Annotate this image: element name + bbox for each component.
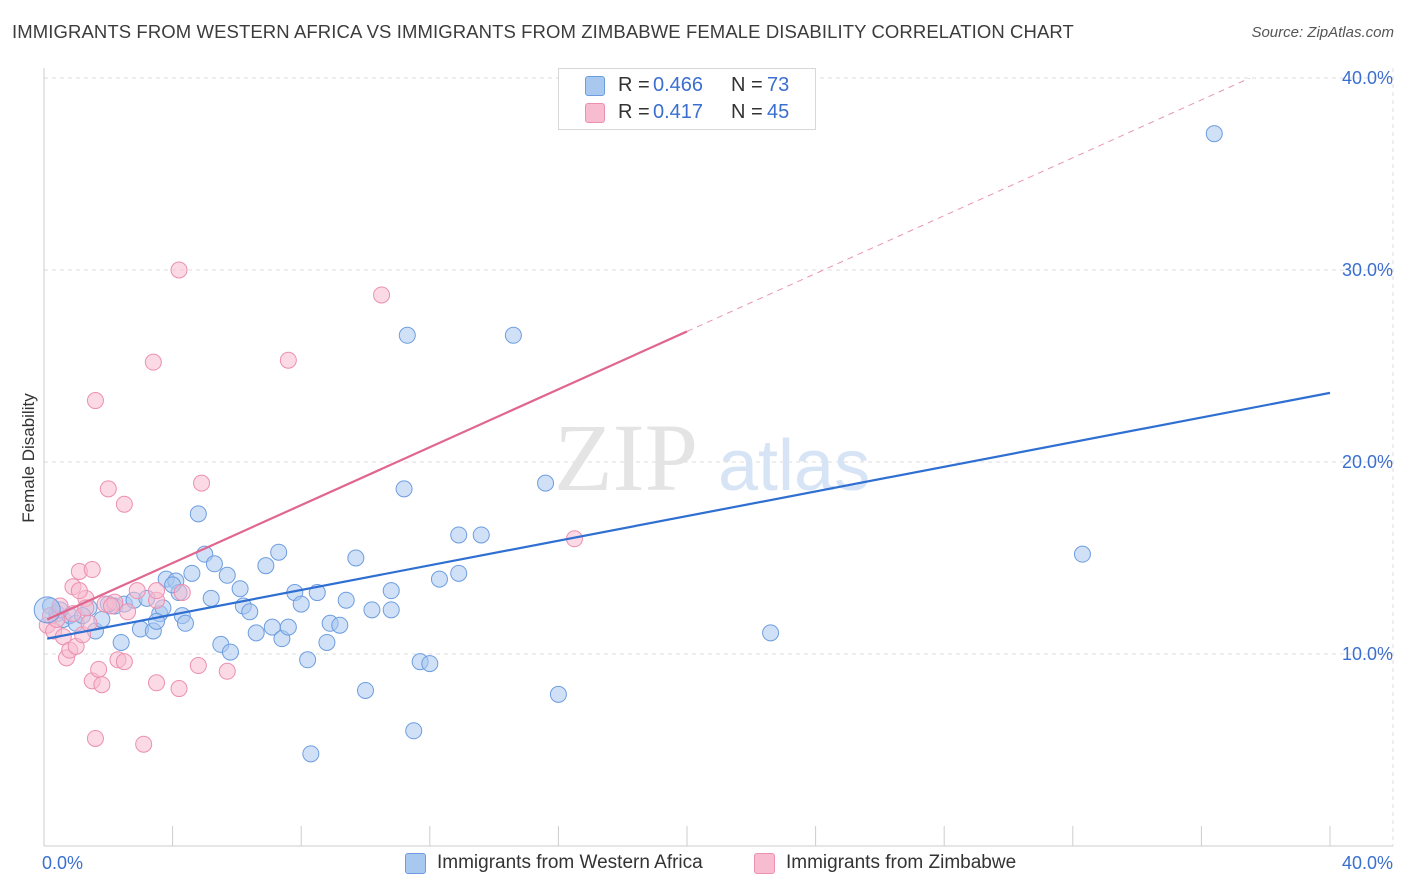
western-africa-point [112,633,130,651]
western-africa-point [421,655,439,673]
western-africa-point [537,474,555,492]
watermark-zip: ZIP [554,404,698,511]
trend-lines [46,77,1331,640]
chart-title: IMMIGRANTS FROM WESTERN AFRICA VS IMMIGR… [12,21,1074,42]
western-africa-point [430,570,448,588]
zimbabwe-point [144,353,162,371]
zimbabwe-point [83,561,101,579]
zimbabwe-point [115,495,133,513]
tick-labels: 10.0% 20.0% 30.0% 40.0% 0.0% 40.0% [42,68,1393,873]
zimbabwe-point [170,680,188,698]
watermark: ZIP atlas [554,404,870,511]
stats-legend: R = 0.466 N = 73 R = 0.417 N = 45 [558,68,816,130]
western-africa-point [347,549,365,567]
western-africa-point [331,616,349,634]
western-africa-point [549,685,567,703]
zimbabwe-point [135,735,153,753]
western-africa-point [292,595,310,613]
zimbabwe-point [99,480,117,498]
x-tick-label: 40.0% [1342,853,1393,873]
y-axis-label: Female Disability [19,393,38,523]
y-tick-label: 40.0% [1342,68,1393,88]
r-label: R = [618,101,650,123]
blue-swatch [585,76,605,96]
western-africa-point [1073,545,1091,563]
western-africa-point [183,564,201,582]
western-africa-trendline [47,391,1331,640]
western-africa-point [241,603,259,621]
western-africa-point [357,681,374,699]
western-africa-point [176,614,194,632]
zimbabwe-point [119,603,137,621]
n-value: 45 [767,101,790,123]
zimbabwe-trendline [46,330,688,621]
western-africa-point [363,601,381,619]
western-africa-point [1205,125,1223,143]
western-africa-point [270,543,288,561]
western-africa-point [450,526,468,544]
y-tick-label: 20.0% [1342,452,1393,472]
western-africa-point [395,480,413,498]
western-africa-point [257,557,275,575]
zimbabwe-point [115,653,133,671]
western-africa-point [405,722,423,740]
zimbabwe-point [86,729,104,747]
western-africa-point [472,526,490,544]
western-africa-point [302,745,320,763]
zimbabwe-point [193,474,211,492]
pink-swatch [585,103,605,123]
zimbabwe-point [279,351,297,369]
zimbabwe-point [170,261,188,279]
western-africa-point [337,591,355,609]
western-africa-point [247,624,265,642]
r-value: 0.466 [653,74,704,96]
western-africa-point [450,564,468,582]
n-value: 73 [767,74,790,96]
y-tick-label: 10.0% [1342,644,1393,664]
zimbabwe-point [70,582,88,600]
western-africa-point [202,589,220,607]
western-africa-point [504,326,522,344]
blue-swatch [405,853,426,874]
r-label: R = [618,74,650,96]
zimbabwe-point [86,392,104,410]
zimbabwe-point [103,597,121,615]
zimbabwe-point [93,676,111,694]
zimbabwe-point [148,674,166,692]
western-africa-point [762,624,780,642]
axes [43,68,1393,847]
western-africa-point [205,555,223,573]
zimbabwe-point [173,584,191,602]
western-africa-point [279,618,297,636]
zimbabwe-point [148,582,166,600]
western-africa-point [382,582,400,600]
western-africa-point [299,651,317,669]
western-africa-point [318,633,336,651]
zimbabwe-point [218,662,236,680]
series-legend: Immigrants from Western Africa Immigrant… [0,850,1406,878]
western-africa-point [382,601,400,619]
western-africa-point [218,566,236,584]
zimbabwe-point [90,660,108,678]
y-tick-label: 30.0% [1342,260,1393,280]
pink-swatch [754,853,775,874]
source-credit: Source: ZipAtlas.com [1251,24,1394,41]
n-label: N = [731,74,763,96]
r-value: 0.417 [653,101,704,123]
western-africa-point [189,505,207,523]
zimbabwe-point [128,582,146,600]
x-tick-label: 0.0% [42,853,83,873]
zimbabwe-point [189,657,207,675]
western-africa-point [231,580,249,598]
legend-label: Immigrants from Zimbabwe [786,852,1017,873]
zimbabwe-point [373,286,391,304]
n-label: N = [731,101,763,123]
legend-label: Immigrants from Western Africa [437,852,703,873]
zimbabwe-trend-extension [686,77,1250,332]
western-africa-point [398,326,416,344]
western-africa-point [221,643,239,661]
watermark-atlas: atlas [718,426,870,506]
